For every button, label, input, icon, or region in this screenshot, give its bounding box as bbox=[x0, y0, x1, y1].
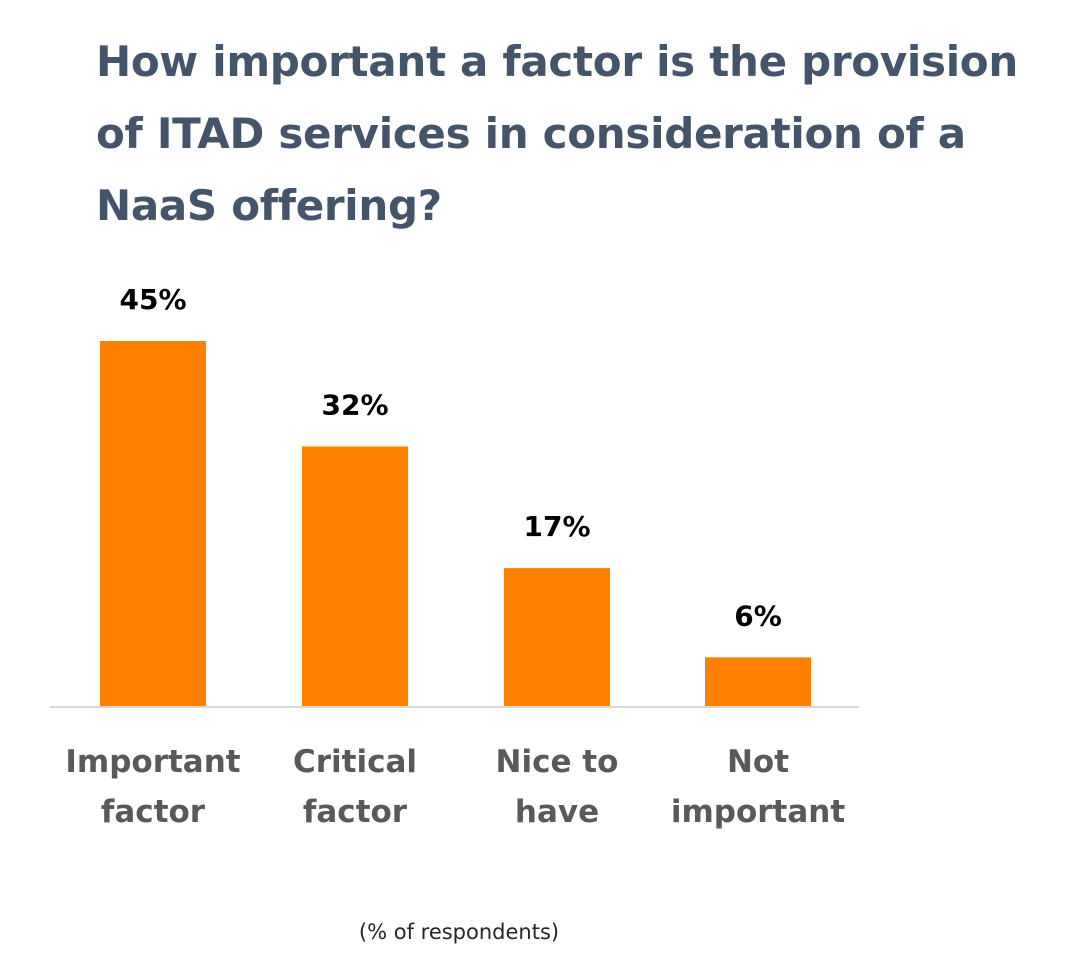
category-label-line: important bbox=[671, 794, 846, 830]
category-label-line: Important bbox=[65, 744, 240, 780]
bar-1 bbox=[302, 446, 408, 706]
category-label-3: Not important bbox=[671, 744, 846, 830]
bar-3 bbox=[705, 657, 811, 706]
category-label-line: Critical bbox=[293, 744, 417, 780]
category-label-line: have bbox=[515, 794, 599, 830]
category-label-line: Not bbox=[727, 744, 789, 780]
bars-group bbox=[100, 341, 811, 706]
bar-2 bbox=[504, 568, 610, 706]
bar-0 bbox=[100, 341, 206, 706]
category-label-line: Nice to bbox=[496, 744, 619, 780]
category-label-0: Important factor bbox=[65, 744, 240, 830]
value-labels-group: 45% 32% 17% 6% bbox=[119, 283, 781, 632]
category-label-1: Critical factor bbox=[293, 744, 417, 830]
respondents-note: (% of respondents) bbox=[358, 920, 560, 944]
value-label-3: 6% bbox=[734, 599, 782, 632]
category-labels-group: Important factor Critical factor Nice to have… bbox=[65, 744, 845, 830]
value-label-1: 32% bbox=[321, 388, 388, 421]
category-label-line: factor bbox=[101, 794, 206, 830]
category-label-line: factor bbox=[303, 794, 408, 830]
category-label-2: Nice to have bbox=[496, 744, 619, 830]
value-label-2: 17% bbox=[523, 510, 590, 543]
chart-title: How important a factor is the provision … bbox=[96, 37, 1018, 230]
value-label-0: 45% bbox=[119, 283, 186, 316]
